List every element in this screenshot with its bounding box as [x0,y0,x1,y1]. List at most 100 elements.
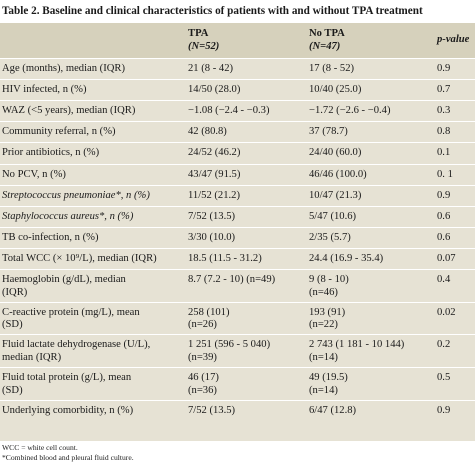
notpa-cell: 10/40 (25.0) [309,84,427,97]
row-label-value: Underlying comorbidity, n (%) [2,404,134,416]
row-label: Community referral, n (%) [2,126,180,139]
tpa-cell-value: 14/50 (28.0) [188,84,241,96]
pvalue-cell: 0.6 [437,232,473,245]
table-row: Fluid lactate dehydrogenase (U/L), median… [0,334,475,367]
row-label: Fluid total protein (g/L), mean (SD) [2,372,180,397]
notpa-cell: 6/47 (12.8) [309,405,427,418]
row-label: Total WCC (× 10⁹/L), median (IQR) [2,253,180,266]
tpa-cell: 21 (8 - 42) [188,63,306,76]
row-label-value: Prior antibiotics, n (%) [2,147,100,159]
tpa-cell-value: 11/52 (21.2) [188,189,240,201]
pvalue-cell-value: 0.5 [437,372,451,384]
row-label: C-reactive protein (mg/L), mean (SD) [2,307,180,332]
tpa-cell-value: 21 (8 - 42) [188,63,234,74]
pvalue-cell: 0.5 [437,372,473,385]
row-label: Fluid lactate dehydrogenase (U/L), median… [2,339,180,364]
tpa-cell-value: −1.08 (−2.4 - −0.3) [188,105,270,117]
pvalue-cell-value: 0.2 [437,339,451,351]
notpa-cell: 37 (78.7) [309,126,427,139]
table-row: Staphylococcus aureus*, n (%) 7/52 (13.5)… [0,205,475,227]
table-row: Fluid total protein (g/L), mean (SD) 46 (1… [0,367,475,400]
table-header-row: TPA (N=52) No TPA (N=47) p-value [0,23,475,58]
pvalue-cell: 0.2 [437,339,473,352]
pvalue-cell-value: 0.6 [437,231,451,243]
notpa-cell-value-line2: (n=14) [309,384,338,396]
notpa-cell: 10/47 (21.3) [309,190,427,203]
row-label: TB co-infection, n (%) [2,232,180,245]
pvalue-cell: 0. 1 [437,169,473,182]
pvalue-cell-value: 0.6 [437,210,451,222]
tpa-cell-value-line2: (n=26) [188,319,217,331]
footnote-wcc: WCC = white cell count. [2,443,78,452]
pvalue-cell-value: 0.8 [437,126,451,138]
notpa-cell: 49 (19.5) (n=14) [309,372,427,397]
notpa-cell: 24/40 (60.0) [309,147,427,160]
pvalue-cell-value: 0.7 [437,84,451,96]
notpa-cell: 24.4 (16.9 - 35.4) [309,253,427,266]
table-row: C-reactive protein (mg/L), mean (SD) 258 (… [0,301,475,335]
row-label-value: No PCV, n (%) [2,168,66,180]
row-label: Streptococcus pneumoniae*, n (%) [2,190,180,203]
tpa-cell-value: 8.7 (7.2 - 10) (n=49) [188,274,276,285]
row-label-value: Total WCC (× 10⁹/L), median (IQR) [2,252,157,264]
notpa-cell-value: 37 (78.7) [309,126,348,138]
row-label-value: Fluid lactate dehydrogenase (U/L), [2,339,151,351]
tpa-cell: 7/52 (13.5) [188,405,306,418]
tpa-cell: 8.7 (7.2 - 10) (n=49) [188,274,306,287]
tpa-cell-value: 7/52 (13.5) [188,404,236,416]
notpa-cell-value: 46/46 (100.0) [309,168,367,180]
tpa-cell-value: 3/30 (10.0) [188,231,236,243]
notpa-cell-value: 2/35 (5.7) [309,231,351,243]
tpa-cell-value-line2: (n=36) [188,384,217,396]
table-row: Prior antibiotics, n (%) 24/52 (46.2) 24/4… [0,142,475,163]
table-row: HIV infected, n (%) 14/50 (28.0) 10/40 (25… [0,79,475,100]
pvalue-cell: 0.1 [437,147,473,160]
tpa-cell: 11/52 (21.2) [188,190,306,203]
row-label: Underlying comorbidity, n (%) [2,405,180,418]
row-label-value: Community referral, n (%) [2,126,116,138]
notpa-cell: 9 (8 - 10) (n=46) [309,274,427,299]
pvalue-cell: 0.4 [437,274,473,287]
pvalue-cell: 0.07 [437,253,473,266]
row-label-value: Haemoglobin (g/dL), median [2,274,126,285]
tpa-cell-value-line2: (n=39) [188,351,217,363]
pvalue-cell: 0.3 [437,105,473,118]
notpa-cell: 17 (8 - 52) [309,63,427,76]
row-label: Staphylococcus aureus*, n (%) [2,211,180,224]
pvalue-cell-value: 0.9 [437,404,451,416]
row-label: No PCV, n (%) [2,169,180,182]
table-row: TB co-infection, n (%) 3/30 (10.0) 2/35 (5… [0,226,475,248]
header-notpa: No TPA (N=47) [309,27,345,53]
tpa-cell: 14/50 (28.0) [188,84,306,97]
notpa-cell: 46/46 (100.0) [309,169,427,182]
pvalue-cell: 0.6 [437,211,473,224]
notpa-cell-value: 5/47 (10.6) [309,210,357,222]
tpa-cell: 3/30 (10.0) [188,232,306,245]
pvalue-cell-value: 0.3 [437,105,451,117]
row-label: Prior antibiotics, n (%) [2,147,180,160]
row-label: Age (months), median (IQR) [2,63,180,76]
header-pvalue: p-value [437,33,469,46]
notpa-cell-value: 6/47 (12.8) [309,404,357,416]
tpa-cell-value: 42 (80.8) [188,126,227,138]
table-title: Table 2. Baseline and clinical character… [2,5,423,17]
row-label-value: C-reactive protein (mg/L), mean [2,306,140,318]
row-label-value-line2: median (IQR) [2,351,62,363]
notpa-cell-value-line2: (n=22) [309,319,338,331]
row-label-value: TB co-infection, n (%) [2,231,99,243]
pvalue-cell: 0.9 [437,405,473,418]
tpa-cell: 43/47 (91.5) [188,169,306,182]
row-label-value: Fluid total protein (g/L), mean [2,372,132,384]
header-pvalue-label: p-value [437,34,470,45]
row-label-value-line2: (SD) [2,319,23,331]
row-label-value: Age (months), median (IQR) [2,63,125,74]
row-label: Haemoglobin (g/dL), median (IQR) [2,274,180,299]
pvalue-cell-value: 0.9 [437,63,451,74]
tpa-cell-value: 43/47 (91.5) [188,168,241,180]
row-label-value-line2: (SD) [2,384,23,396]
notpa-cell: −1.72 (−2.6 - −0.4) [309,105,427,118]
tpa-cell: 24/52 (46.2) [188,147,306,160]
table-row: Community referral, n (%) 42 (80.8) 37 (78… [0,121,475,142]
pvalue-cell-value: 0.4 [437,274,451,285]
